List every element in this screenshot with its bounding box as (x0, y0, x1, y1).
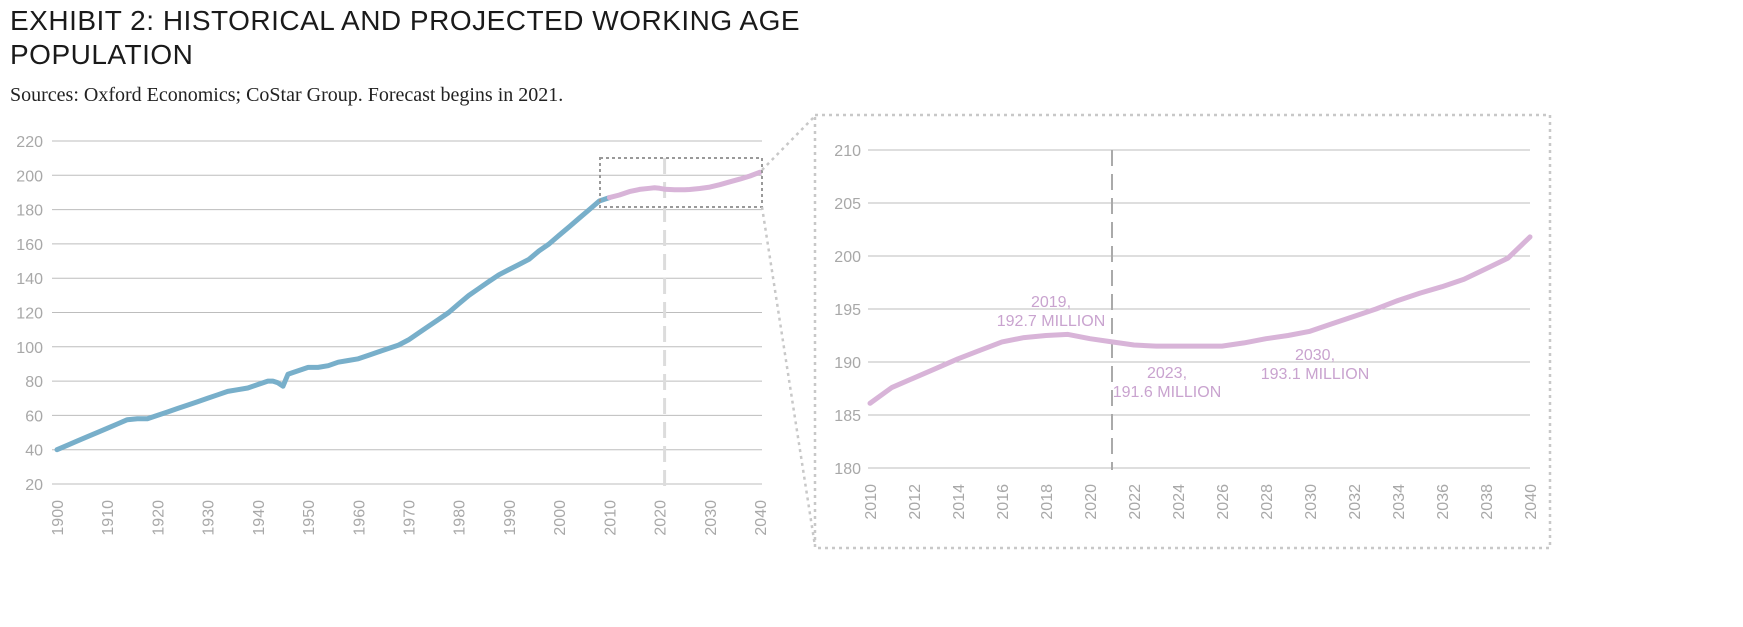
x-tick-label: 1910 (100, 500, 117, 536)
data-annotation: 192.7 MILLION (997, 313, 1106, 330)
x-tick-label: 2014 (951, 484, 968, 520)
y-tick-label: 120 (16, 306, 43, 323)
x-tick-label: 1980 (452, 500, 469, 536)
x-tick-label: 2010 (863, 484, 880, 520)
x-tick-label: 2022 (1127, 484, 1144, 520)
x-tick-label: 1990 (502, 500, 519, 536)
data-annotation: 2030, (1295, 347, 1335, 364)
x-tick-label: 2000 (552, 500, 569, 536)
zoom-connector (599, 113, 1552, 550)
x-tick-label: 2010 (602, 500, 619, 536)
x-tick-label: 1900 (50, 500, 67, 536)
x-tick-label: 2040 (753, 500, 770, 536)
y-tick-label: 185 (834, 408, 861, 425)
y-tick-label: 60 (25, 408, 43, 425)
x-tick-label: 2016 (995, 484, 1012, 520)
x-tick-label: 2012 (907, 484, 924, 520)
x-tick-label: 2024 (1171, 484, 1188, 520)
x-tick-label: 2038 (1479, 484, 1496, 520)
y-tick-label: 200 (834, 249, 861, 266)
zoom-connector-top (761, 115, 816, 171)
data-annotation: 191.6 MILLION (1113, 384, 1222, 401)
x-tick-label: 2030 (1303, 484, 1320, 520)
series-line (54, 195, 612, 453)
x-tick-label: 1930 (201, 500, 218, 536)
y-tick-label: 180 (16, 203, 43, 220)
series-line (867, 234, 1533, 406)
series-line (606, 169, 763, 201)
x-tick-label: 1970 (402, 500, 419, 536)
data-annotation: 2019, (1031, 294, 1071, 311)
y-tick-label: 205 (834, 196, 861, 213)
x-tick-label: 2030 (703, 500, 720, 536)
y-tick-label: 195 (834, 302, 861, 319)
x-tick-label: 2034 (1391, 484, 1408, 520)
y-tick-label: 40 (25, 443, 43, 460)
x-tick-label: 2020 (1083, 484, 1100, 520)
y-tick-label: 80 (25, 374, 43, 391)
y-tick-label: 180 (834, 461, 861, 478)
x-tick-label: 2028 (1259, 484, 1276, 520)
x-tick-label: 2026 (1215, 484, 1232, 520)
y-tick-label: 140 (16, 271, 43, 288)
data-annotation: 193.1 MILLION (1261, 366, 1370, 383)
x-tick-label: 2040 (1523, 484, 1540, 520)
chart-title: EXHIBIT 2: HISTORICAL AND PROJECTED WORK… (10, 5, 801, 70)
y-tick-label: 200 (16, 168, 43, 185)
y-tick-label: 20 (25, 477, 43, 494)
x-tick-label: 2018 (1039, 484, 1056, 520)
x-tick-label: 2036 (1435, 484, 1452, 520)
x-tick-label: 1960 (351, 500, 368, 536)
data-annotation: 2023, (1147, 365, 1187, 382)
x-tick-label: 2020 (653, 500, 670, 536)
zoom-connector-bottom (760, 206, 817, 547)
x-tick-label: 1950 (301, 500, 318, 536)
y-tick-label: 210 (834, 143, 861, 160)
y-tick-label: 160 (16, 237, 43, 254)
x-tick-label: 1920 (150, 500, 167, 536)
zoom-region-box (599, 157, 763, 208)
y-tick-label: 220 (16, 134, 43, 151)
chart-subtitle: Sources: Oxford Economics; CoStar Group.… (10, 84, 564, 106)
y-tick-label: 100 (16, 340, 43, 357)
zoomed-chart: 180 185 190 195 200 205 210 2010 2012 2014 2016 201… (834, 143, 1540, 520)
x-tick-label: 2032 (1347, 484, 1364, 520)
zoom-panel-border (813, 113, 1552, 550)
y-tick-label: 190 (834, 355, 861, 372)
x-tick-label: 1940 (251, 500, 268, 536)
